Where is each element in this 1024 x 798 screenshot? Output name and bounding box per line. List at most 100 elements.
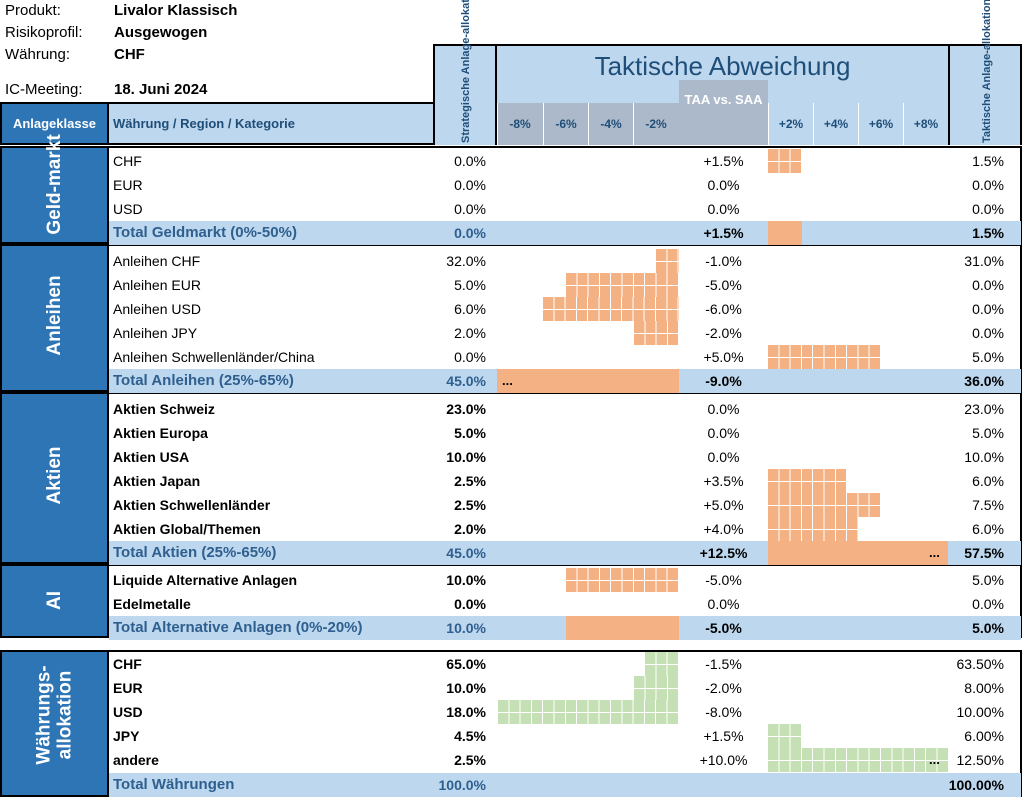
saa-value: 18.0%: [446, 704, 486, 720]
header-asset-class: Anlageklasse: [0, 102, 109, 145]
tick-label: +6%: [858, 103, 903, 145]
deviation-value: +1.5%: [703, 728, 744, 744]
overflow-marker: ...: [929, 752, 940, 767]
product-label: Produkt:: [5, 2, 61, 19]
deviation-value: +4.0%: [703, 521, 744, 537]
row-label: USD: [113, 704, 143, 720]
row-label: CHF: [113, 656, 142, 672]
taa-value: 0.0%: [972, 201, 1004, 217]
deviation-value: 0.0%: [707, 449, 740, 465]
taa-value: 8.00%: [964, 680, 1004, 696]
taa-value: 6.00%: [964, 728, 1004, 744]
taa-value: 5.0%: [972, 620, 1004, 636]
deviation-bar: [497, 369, 679, 393]
group-cell-aktien: Aktien: [0, 392, 109, 564]
ic-meeting-label: IC-Meeting:: [5, 81, 83, 98]
deviation-value: +10.0%: [699, 752, 748, 768]
currency-label: Währung:: [5, 46, 71, 63]
saa-value: 5.0%: [454, 425, 486, 441]
taa-value: 63.50%: [956, 656, 1004, 672]
group-label-currency: Währungs-allokation: [33, 665, 76, 765]
saa-value: 5.0%: [454, 277, 486, 293]
header-category: Währung / Region / Kategorie: [113, 116, 296, 131]
row-label: Anleihen Schwellenländer/China: [113, 349, 315, 365]
taa-value: 5.0%: [972, 349, 1004, 365]
header-saa: Strategische Anlage-allokation: [460, 0, 472, 143]
deviation-bar: [768, 541, 948, 565]
deviation-value: -9.0%: [705, 373, 742, 389]
header-taa-vs-saa-text: TAA vs. SAA: [684, 92, 763, 107]
row-label: Edelmetalle: [113, 596, 191, 612]
saa-value: 0.0%: [454, 349, 486, 365]
taa-value: 36.0%: [964, 373, 1004, 389]
taa-value: 0.0%: [972, 301, 1004, 317]
saa-value: 4.5%: [454, 728, 486, 744]
taa-value: 10.0%: [964, 449, 1004, 465]
taa-value: 7.5%: [972, 497, 1004, 513]
deviation-value: 0.0%: [707, 425, 740, 441]
deviation-bar: [768, 345, 881, 369]
header-taa-cell: Taktische Anlage-allokation: [948, 0, 1022, 145]
row-label: Anleihen CHF: [113, 253, 201, 269]
saa-value: 2.5%: [454, 752, 486, 768]
group-cell-anleihen: Anleihen: [0, 244, 109, 392]
deviation-value: -1.0%: [705, 253, 742, 269]
taa-value: 10.00%: [956, 704, 1004, 720]
saa-value: 65.0%: [446, 656, 486, 672]
total-row-band: [109, 773, 1021, 797]
saa-value: 32.0%: [446, 253, 486, 269]
group-cell-ai: AI: [0, 564, 109, 638]
saa-value: 0.0%: [454, 153, 486, 169]
row-label: Anleihen JPY: [113, 325, 198, 341]
overflow-marker: ...: [502, 373, 513, 388]
taa-value: 0.0%: [972, 277, 1004, 293]
taa-value: 5.0%: [972, 425, 1004, 441]
row-label: Aktien Global/Themen: [113, 521, 261, 537]
header-title: Taktische Abweichung: [594, 51, 851, 81]
deviation-bar: [768, 149, 802, 173]
saa-value: 10.0%: [446, 620, 486, 636]
deviation-value: +5.0%: [703, 497, 744, 513]
saa-value: 6.0%: [454, 301, 486, 317]
deviation-bar: [498, 700, 679, 724]
deviation-value: -1.5%: [705, 656, 742, 672]
group-label-anleihen: Anleihen: [44, 275, 65, 356]
taa-value: 31.0%: [964, 253, 1004, 269]
row-label: Aktien Schwellenländer: [113, 497, 271, 513]
row-label: Anleihen EUR: [113, 277, 201, 293]
taa-value: 6.0%: [972, 473, 1004, 489]
group-label-geldmarkt: Geld-markt: [44, 134, 65, 235]
deviation-value: +1.5%: [703, 225, 744, 241]
tick-label: +2%: [768, 103, 813, 145]
deviation-value: -5.0%: [705, 572, 742, 588]
saa-value: 2.5%: [454, 473, 486, 489]
row-label: Anleihen USD: [113, 301, 201, 317]
taa-value: 57.5%: [964, 545, 1004, 561]
group-cell-currency: Währungs-allokation: [0, 650, 109, 797]
saa-value: 2.0%: [454, 521, 486, 537]
deviation-value: +12.5%: [699, 545, 748, 561]
row-label: Aktien Schweiz: [113, 401, 215, 417]
header-taa: Taktische Anlage-allokation: [981, 0, 993, 143]
taa-value: 1.5%: [972, 153, 1004, 169]
saa-value: 2.5%: [454, 497, 486, 513]
saa-value: 10.0%: [446, 572, 486, 588]
deviation-value: -5.0%: [705, 277, 742, 293]
deviation-bar: [768, 517, 859, 541]
taa-value: 6.0%: [972, 521, 1004, 537]
deviation-bar: [633, 676, 679, 700]
row-label: Aktien Japan: [113, 473, 201, 489]
saa-value: 2.0%: [454, 325, 486, 341]
total-row-band: [109, 221, 1021, 245]
total-row-band: [109, 616, 1021, 640]
saa-value: 23.0%: [446, 401, 486, 417]
taa-value: 100.00%: [948, 777, 1004, 793]
deviation-value: -6.0%: [705, 301, 742, 317]
product-value: Livalor Klassisch: [114, 2, 238, 19]
row-label: Total Währungen: [113, 776, 235, 793]
currency-value: CHF: [114, 46, 145, 63]
taa-value: 0.0%: [972, 177, 1004, 193]
deviation-value: +3.5%: [703, 473, 744, 489]
row-label: Total Geldmarkt (0%-50%): [113, 224, 297, 241]
deviation-bar: [645, 652, 679, 676]
